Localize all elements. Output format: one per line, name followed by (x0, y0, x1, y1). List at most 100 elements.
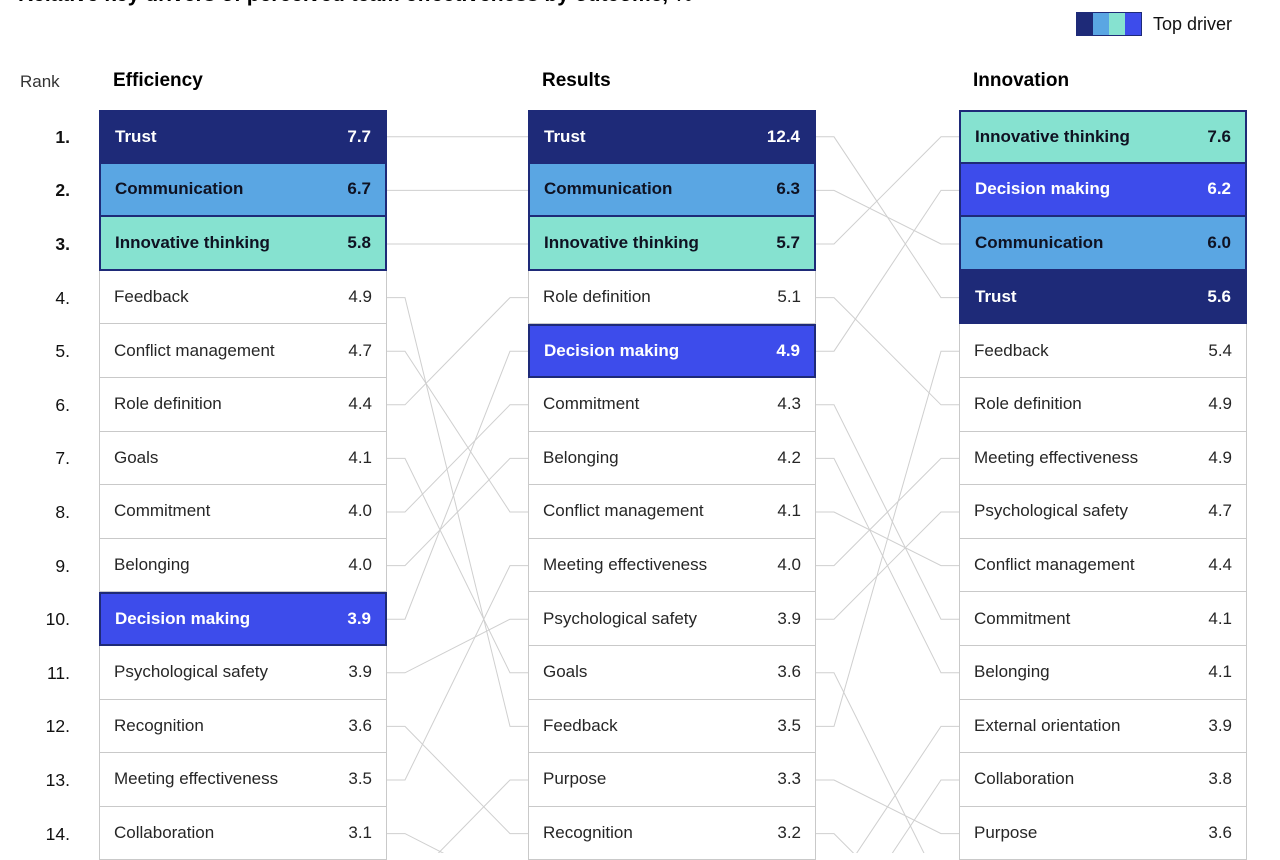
connector-line (387, 457, 528, 567)
table-row: Goals 3.6 (528, 646, 816, 700)
driver-value: 5.7 (776, 232, 800, 252)
legend-swatch-icon (1093, 13, 1109, 35)
driver-label: Belonging (543, 447, 619, 467)
rank-label: 7. (55, 448, 70, 469)
connector-line (816, 136, 959, 299)
rank-label: 6. (55, 394, 70, 415)
table-row: Recognition 3.2 (528, 806, 816, 860)
rank-label: 4. (55, 287, 70, 308)
rank-label: 11. (46, 662, 70, 683)
driver-label: Recognition (114, 715, 204, 735)
driver-value: 4.4 (1208, 555, 1232, 575)
driver-value: 4.9 (348, 287, 372, 307)
driver-label: Innovative thinking (544, 232, 699, 252)
driver-label: Communication (115, 179, 244, 199)
table-row: Role definition 4.9 (959, 378, 1247, 432)
rank-label: 12. (45, 716, 70, 737)
table-row: Innovative thinking 7.6 (959, 110, 1247, 164)
table-row: Conflict management 4.4 (959, 538, 1247, 593)
connector-line (856, 725, 959, 853)
connector-line (816, 511, 959, 567)
legend-top-driver-swatches-icon (1076, 12, 1142, 36)
driver-label: Commitment (543, 394, 640, 414)
driver-label: Communication (544, 179, 673, 199)
column-header-innovation: Innovation (973, 70, 1070, 91)
driver-label: Psychological safety (543, 608, 698, 628)
connector-line (816, 189, 959, 245)
table-row: Feedback 5.4 (959, 324, 1247, 378)
driver-label: Psychological safety (114, 662, 269, 682)
rank-label: 3. (55, 234, 70, 254)
driver-label: Belonging (114, 555, 190, 575)
driver-value: 5.1 (777, 287, 801, 307)
driver-value: 6.0 (1207, 232, 1231, 252)
connector-line (816, 457, 959, 674)
driver-label: Conflict management (974, 555, 1135, 575)
driver-value: 4.1 (1208, 662, 1232, 682)
connector-line (891, 779, 959, 853)
driver-value: 7.7 (347, 126, 371, 146)
connector-line (816, 779, 959, 835)
rank-label: 13. (45, 770, 70, 790)
driver-label: Role definition (543, 287, 651, 307)
driver-label: Decision making (115, 609, 251, 629)
driver-label: Commitment (974, 608, 1071, 628)
rank-label: 8. (55, 502, 70, 522)
table-row: Innovative thinking 5.7 (528, 217, 816, 271)
driver-label: Innovative thinking (115, 232, 270, 252)
table-row: Psychological safety 3.9 (528, 592, 816, 646)
driver-label: Decision making (544, 341, 680, 361)
driver-value: 4.7 (1208, 501, 1232, 521)
driver-value: 4.1 (348, 447, 372, 467)
driver-value: 3.5 (348, 769, 372, 789)
driver-value: 3.6 (348, 715, 372, 735)
rank-label: 10. (45, 609, 70, 630)
driver-label: Meeting effectiveness (543, 555, 708, 575)
driver-label: Commitment (114, 501, 211, 521)
driver-value: 3.9 (347, 609, 371, 629)
driver-label: Feedback (543, 715, 618, 735)
legend-swatch-icon (1125, 13, 1141, 35)
driver-label: Innovative thinking (975, 126, 1130, 146)
driver-value: 4.7 (348, 340, 372, 360)
table-row: Communication 6.3 (528, 163, 816, 218)
driver-value: 12.4 (766, 126, 800, 146)
driver-value: 3.2 (777, 823, 801, 843)
legend-swatch-icon (1109, 13, 1125, 35)
table-row: Feedback 4.9 (99, 270, 387, 325)
driver-value: 6.7 (347, 179, 371, 199)
table-row: Commitment 4.3 (528, 378, 816, 432)
table-row: Trust 12.4 (528, 110, 816, 164)
table-row: Meeting effectiveness 3.5 (99, 753, 387, 807)
table-row: Communication 6.0 (959, 217, 1247, 271)
connector-line (387, 297, 528, 406)
table-row: Meeting effectiveness 4.0 (528, 538, 816, 593)
connector-line (387, 404, 528, 513)
driver-value: 3.8 (1208, 769, 1232, 789)
driver-label: Communication (975, 232, 1104, 252)
driver-value: 3.9 (348, 662, 372, 682)
table-row: Trust 7.7 (99, 110, 387, 164)
connector-line (387, 350, 528, 620)
column-header-efficiency: Efficiency (113, 70, 203, 91)
table-row: Purpose 3.3 (528, 753, 816, 807)
driver-value: 3.9 (777, 608, 801, 628)
driver-value: 4.9 (776, 341, 800, 361)
driver-value: 3.6 (1208, 823, 1232, 843)
connector-line (437, 779, 528, 853)
rank-label: 2. (55, 180, 70, 201)
table-row: Psychological safety 4.7 (959, 485, 1247, 539)
table-row: Collaboration 3.8 (959, 753, 1247, 807)
table-row: Belonging 4.0 (99, 538, 387, 593)
table-row: Decision making 3.9 (99, 592, 387, 646)
connector-line (816, 833, 855, 853)
driver-value: 4.3 (777, 394, 801, 414)
rank-label: 9. (55, 555, 70, 576)
connector-line (816, 189, 959, 352)
driver-value: 4.2 (777, 447, 801, 467)
driver-value: 4.4 (348, 394, 372, 414)
driver-value: 4.9 (1208, 394, 1232, 414)
connector-line (816, 297, 959, 406)
driver-label: Belonging (974, 662, 1050, 682)
driver-label: Trust (975, 286, 1017, 306)
